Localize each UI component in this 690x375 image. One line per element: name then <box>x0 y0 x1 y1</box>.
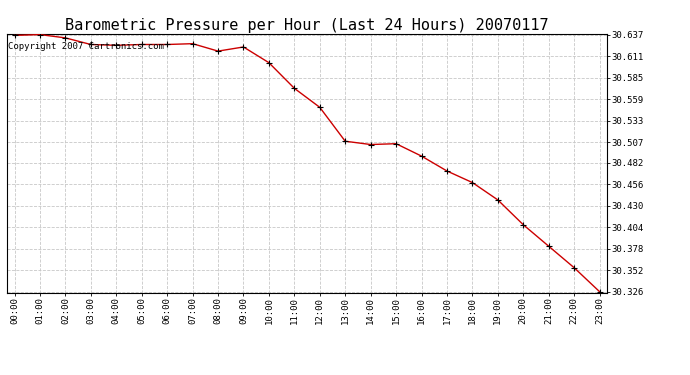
Text: Copyright 2007 Cartronics.com: Copyright 2007 Cartronics.com <box>8 42 164 51</box>
Title: Barometric Pressure per Hour (Last 24 Hours) 20070117: Barometric Pressure per Hour (Last 24 Ho… <box>66 18 549 33</box>
